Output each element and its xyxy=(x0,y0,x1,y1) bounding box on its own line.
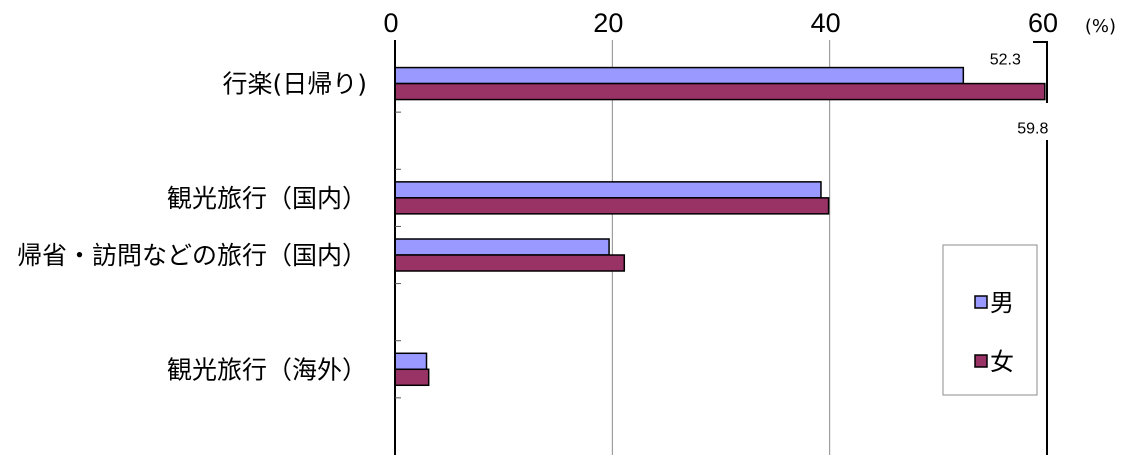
category-label: 行楽(日帰り) xyxy=(222,70,367,99)
bar-series2-category3 xyxy=(394,254,626,272)
legend-swatch xyxy=(974,354,988,368)
x-tick-label: 0 xyxy=(383,8,398,38)
bar-series1-category3 xyxy=(394,238,610,256)
category-label: 観光旅行（海外） xyxy=(167,355,367,384)
legend-swatch xyxy=(974,295,988,309)
bar-series1-category4 xyxy=(394,352,428,371)
bar-series1-category2 xyxy=(394,181,822,199)
x-axis-unit: (%) xyxy=(1085,16,1116,37)
legend-box xyxy=(942,244,1038,396)
data-label: 59.8 xyxy=(1017,121,1048,138)
x-tick-label: 40 xyxy=(811,8,841,38)
legend: 男女 xyxy=(942,244,1038,396)
x-tick-label: 20 xyxy=(593,8,623,38)
bar-series2-category2 xyxy=(394,197,830,215)
data-label: 52.3 xyxy=(990,52,1021,69)
x-tick-label: 60 xyxy=(1028,8,1058,38)
bar-series2-category4 xyxy=(394,368,430,387)
category-label: 帰省・訪問などの旅行（国内） xyxy=(17,241,367,270)
legend-label: 男 xyxy=(990,289,1014,317)
category-label: 観光旅行（国内） xyxy=(167,184,367,213)
legend-label: 女 xyxy=(990,348,1014,376)
bar-series2-category1 xyxy=(394,82,1046,101)
bar-series1-category1 xyxy=(394,66,965,85)
